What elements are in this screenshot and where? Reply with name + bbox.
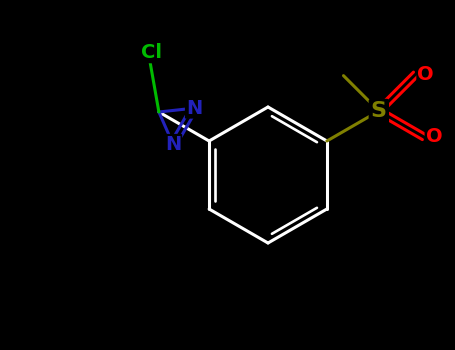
Text: O: O (417, 65, 434, 84)
Text: Cl: Cl (142, 43, 162, 62)
Text: N: N (186, 99, 202, 118)
Text: O: O (425, 127, 442, 147)
Text: S: S (371, 101, 387, 121)
Text: N: N (165, 135, 181, 154)
